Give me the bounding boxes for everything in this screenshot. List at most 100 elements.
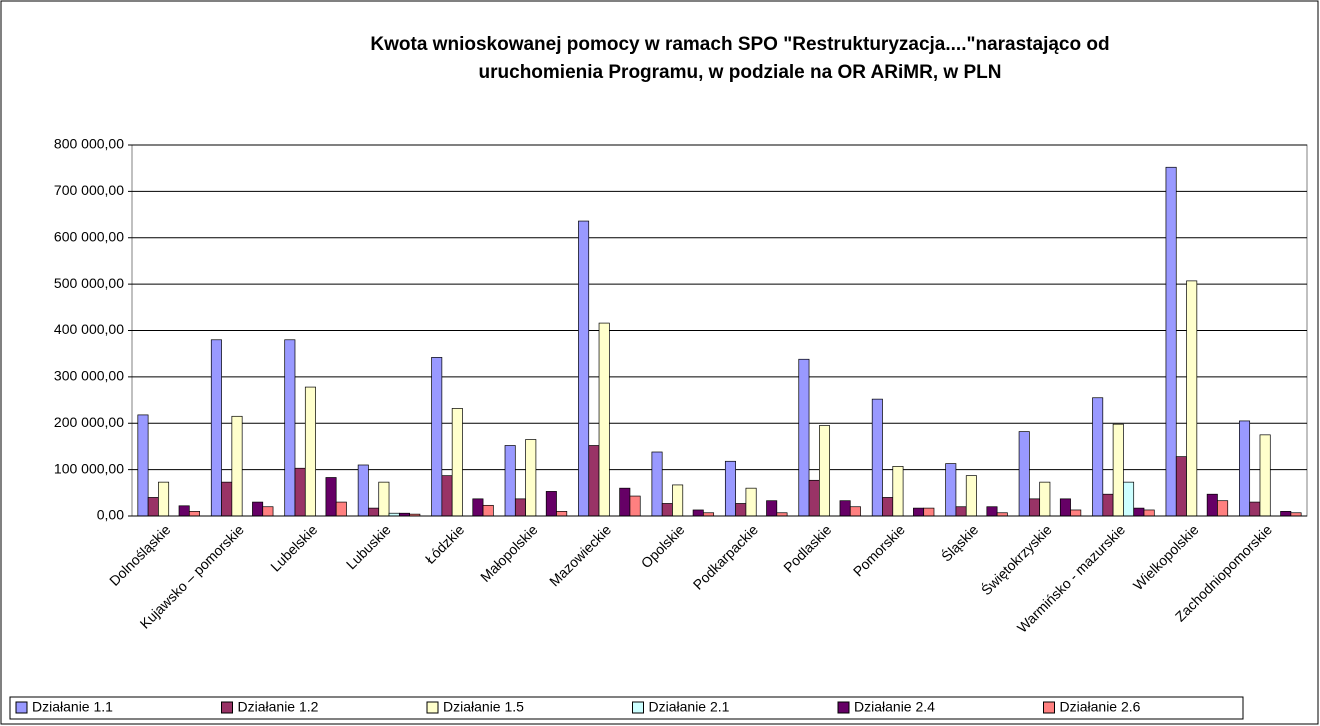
bar (262, 506, 274, 517)
bar (735, 503, 747, 517)
bar (986, 506, 998, 517)
bar (672, 484, 684, 517)
bar (849, 506, 861, 517)
y-tick-label: 400 000,00 (54, 321, 124, 337)
bar (745, 487, 757, 517)
legend-swatch (221, 701, 233, 714)
bar (882, 497, 894, 517)
bar (651, 451, 663, 517)
bar (1123, 481, 1135, 517)
legend-swatch (632, 701, 644, 714)
bar (147, 497, 159, 517)
y-tick-label: 800 000,00 (54, 136, 124, 152)
bar (598, 322, 610, 517)
bar (629, 495, 641, 517)
legend-swatch (15, 701, 28, 714)
bar (661, 503, 673, 517)
y-tick-label: 300 000,00 (54, 368, 124, 384)
bar (431, 357, 443, 517)
bar (525, 439, 537, 517)
bar (325, 477, 337, 517)
bar (1143, 509, 1155, 517)
bar (1186, 280, 1198, 517)
bar (556, 511, 568, 517)
bar (451, 408, 463, 517)
bar (304, 386, 316, 517)
bar (482, 504, 494, 517)
bar (766, 500, 778, 517)
bar (923, 507, 935, 517)
legend-label: Działanie 2.6 (1060, 699, 1141, 715)
bar (1070, 509, 1082, 517)
bar (1259, 434, 1271, 517)
bar (284, 339, 296, 517)
bar (619, 487, 631, 517)
y-tick-label: 200 000,00 (54, 414, 124, 430)
y-tick-label: 600 000,00 (54, 228, 124, 244)
bar (137, 414, 149, 517)
bar (578, 220, 590, 517)
bar (1112, 423, 1124, 517)
y-tick-label: 500 000,00 (54, 275, 124, 291)
bar (504, 445, 516, 517)
bar (368, 507, 380, 517)
bar (1018, 431, 1030, 517)
bar (871, 398, 883, 517)
legend-label: Działanie 1.5 (443, 699, 524, 715)
bar (158, 481, 170, 517)
bar (819, 425, 831, 517)
chart-title: uruchomienia Programu, w podziale na OR … (479, 62, 1002, 83)
y-tick-label: 700 000,00 (54, 182, 124, 198)
bar (335, 501, 347, 517)
bar (1239, 420, 1251, 517)
bar (798, 358, 810, 517)
bar (221, 481, 233, 517)
bar (1206, 493, 1218, 517)
bar (441, 475, 453, 517)
bar (1175, 456, 1187, 517)
legend-label: Działanie 1.2 (238, 699, 319, 715)
bar (839, 500, 851, 517)
bar (545, 491, 557, 517)
bar (1029, 498, 1041, 517)
bar (955, 506, 967, 517)
bar (965, 475, 977, 517)
bar (892, 466, 904, 517)
bar (808, 479, 820, 517)
bar (252, 501, 264, 517)
legend-swatch (1043, 701, 1055, 714)
bar (1249, 501, 1261, 517)
bar (1165, 166, 1177, 517)
bar (724, 460, 736, 517)
bar (210, 339, 222, 517)
bar (913, 507, 925, 517)
bar (1102, 493, 1114, 517)
legend-label: Działanie 1.1 (32, 699, 113, 715)
y-tick-label: 0,00 (97, 507, 124, 523)
legend (9, 696, 1244, 720)
bar (1280, 511, 1292, 517)
bar (1092, 397, 1104, 517)
legend-swatch (837, 701, 850, 714)
bar (231, 415, 243, 517)
legend-label: Działanie 2.4 (854, 699, 935, 715)
bar (294, 467, 306, 517)
bar (1059, 498, 1071, 517)
bar (588, 445, 600, 517)
bar (357, 464, 369, 517)
bar (472, 498, 484, 517)
legend-label: Działanie 2.1 (649, 699, 730, 715)
y-tick-label: 100 000,00 (54, 460, 124, 476)
bar (692, 509, 704, 517)
bar (378, 481, 390, 517)
bar (1133, 507, 1145, 517)
legend-swatch (426, 701, 439, 714)
bar (514, 498, 526, 517)
bar (945, 463, 957, 517)
bar (178, 505, 190, 517)
chart-title: Kwota wnioskowanej pomocy w ramach SPO "… (370, 34, 1109, 55)
bar (1217, 500, 1229, 517)
bar (1039, 481, 1051, 517)
bar (188, 511, 200, 517)
